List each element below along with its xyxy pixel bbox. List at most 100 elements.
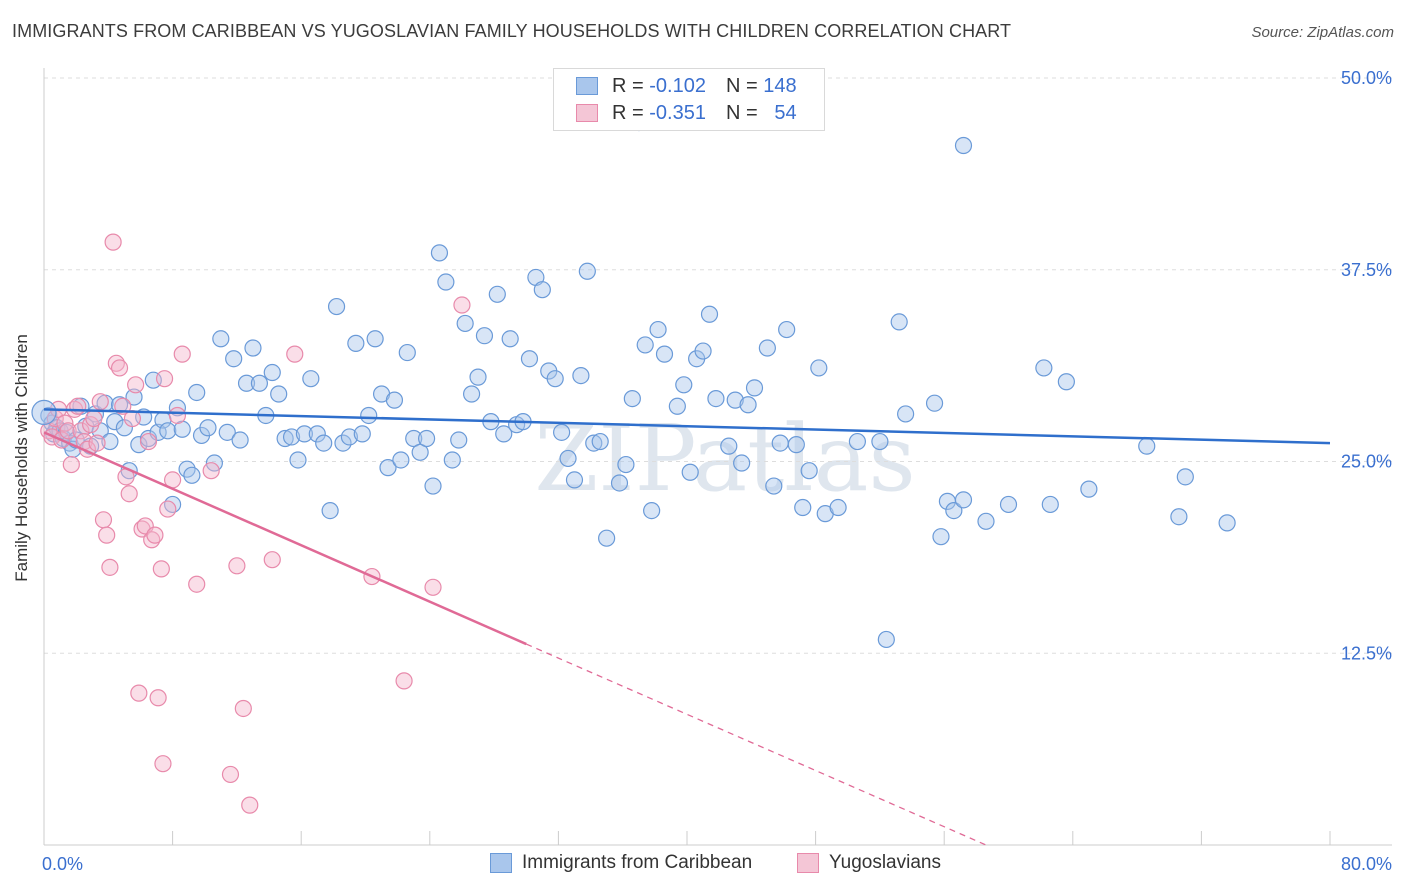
point-yugoslavians — [221, 765, 240, 784]
point-caribbean — [598, 529, 616, 547]
point-caribbean — [925, 394, 944, 412]
point-caribbean — [347, 334, 365, 352]
point-caribbean — [800, 462, 818, 480]
point-caribbean — [655, 345, 674, 363]
point-caribbean — [848, 432, 866, 451]
y-axis-title-text: Family Households with Children — [12, 334, 31, 582]
point-caribbean — [289, 451, 307, 469]
point-caribbean — [810, 359, 828, 377]
series-label-yugoslavians: Yugoslavians — [829, 852, 941, 873]
series-legend-yugoslavians: Yugoslavians — [797, 852, 941, 874]
point-yugoslavians — [159, 500, 177, 518]
y-tick-label: 37.5% — [1341, 260, 1392, 280]
point-caribbean — [533, 281, 551, 299]
point-caribbean — [787, 436, 805, 454]
point-caribbean — [1080, 480, 1098, 498]
point-caribbean — [954, 136, 973, 155]
point-caribbean — [520, 350, 539, 368]
point-caribbean — [643, 501, 661, 520]
point-caribbean — [1138, 437, 1156, 455]
legend-swatch-caribbean — [576, 77, 598, 95]
point-caribbean — [739, 396, 757, 414]
point-caribbean — [385, 391, 404, 409]
point-caribbean — [765, 477, 783, 495]
point-caribbean — [366, 330, 384, 348]
point-caribbean — [501, 330, 519, 348]
point-caribbean — [771, 434, 789, 452]
point-caribbean — [270, 385, 288, 403]
point-yugoslavians — [94, 511, 113, 529]
point-caribbean — [977, 512, 995, 530]
point-caribbean — [276, 429, 294, 448]
point-yugoslavians — [149, 689, 167, 707]
point-yugoslavians — [110, 359, 129, 377]
point-caribbean — [31, 399, 57, 426]
point-yugoslavians — [188, 575, 206, 593]
point-caribbean — [315, 434, 333, 452]
point-caribbean — [829, 498, 847, 517]
point-yugoslavians — [101, 558, 119, 576]
legend-n-value: 148 — [763, 74, 797, 97]
point-caribbean — [212, 330, 230, 348]
point-caribbean — [164, 495, 182, 514]
point-caribbean — [443, 451, 461, 469]
x-tick-label: 0.0% — [42, 854, 83, 874]
point-yugoslavians — [395, 672, 413, 690]
point-yugoslavians — [286, 345, 304, 363]
point-caribbean — [125, 388, 143, 406]
point-caribbean — [282, 428, 301, 446]
point-caribbean — [675, 376, 693, 394]
point-caribbean — [877, 630, 895, 649]
point-caribbean — [308, 425, 326, 443]
point-caribbean — [897, 405, 915, 423]
point-caribbean — [231, 431, 249, 449]
point-caribbean — [871, 432, 889, 451]
point-yugoslavians — [228, 557, 246, 575]
point-caribbean — [353, 425, 371, 443]
watermark: ZIPatlas — [534, 405, 915, 512]
point-caribbean — [720, 437, 738, 455]
point-yugoslavians — [85, 409, 103, 428]
point-caribbean — [321, 501, 339, 520]
point-yugoslavians — [424, 578, 442, 596]
point-caribbean — [392, 451, 410, 469]
point-caribbean — [456, 314, 474, 333]
point-yugoslavians — [241, 796, 259, 814]
point-yugoslavians — [173, 345, 191, 363]
point-caribbean — [778, 320, 796, 339]
trendline-yugoslavians — [43, 431, 527, 646]
point-caribbean — [610, 474, 629, 492]
point-caribbean — [302, 370, 320, 388]
y-axis-title: Family Households with Children — [12, 334, 32, 582]
point-caribbean — [327, 297, 346, 316]
point-caribbean — [553, 423, 571, 441]
legend-row-yugoslavians: R = -0.351 N = 54 — [576, 100, 797, 126]
point-caribbean — [130, 436, 148, 454]
point-caribbean — [379, 459, 397, 477]
point-caribbean — [1035, 359, 1053, 377]
point-caribbean — [250, 374, 269, 392]
point-yugoslavians — [88, 434, 106, 452]
point-caribbean — [585, 434, 603, 452]
point-yugoslavians — [152, 560, 170, 578]
point-caribbean — [225, 350, 243, 368]
correlation-legend: R = -0.102 N = 148 R = -0.351 N = 54 — [553, 68, 825, 131]
chart-title: IMMIGRANTS FROM CARIBBEAN VS YUGOSLAVIAN… — [12, 21, 1012, 41]
legend-r-value: -0.351 — [649, 101, 706, 124]
series-swatch-yugoslavians — [797, 853, 819, 873]
legend-n-value: 54 — [774, 101, 797, 124]
series-legend-caribbean: Immigrants from Caribbean — [490, 852, 752, 874]
point-caribbean — [758, 339, 776, 357]
point-caribbean — [424, 477, 442, 495]
point-caribbean — [546, 370, 564, 388]
point-caribbean — [199, 419, 217, 437]
point-caribbean — [159, 422, 177, 440]
point-caribbean — [263, 363, 281, 382]
point-caribbean — [726, 391, 744, 409]
point-yugoslavians — [168, 406, 187, 425]
point-caribbean — [591, 432, 609, 451]
legend-r-label: R = — [612, 101, 644, 124]
point-caribbean — [1218, 514, 1236, 532]
point-caribbean — [475, 327, 494, 345]
